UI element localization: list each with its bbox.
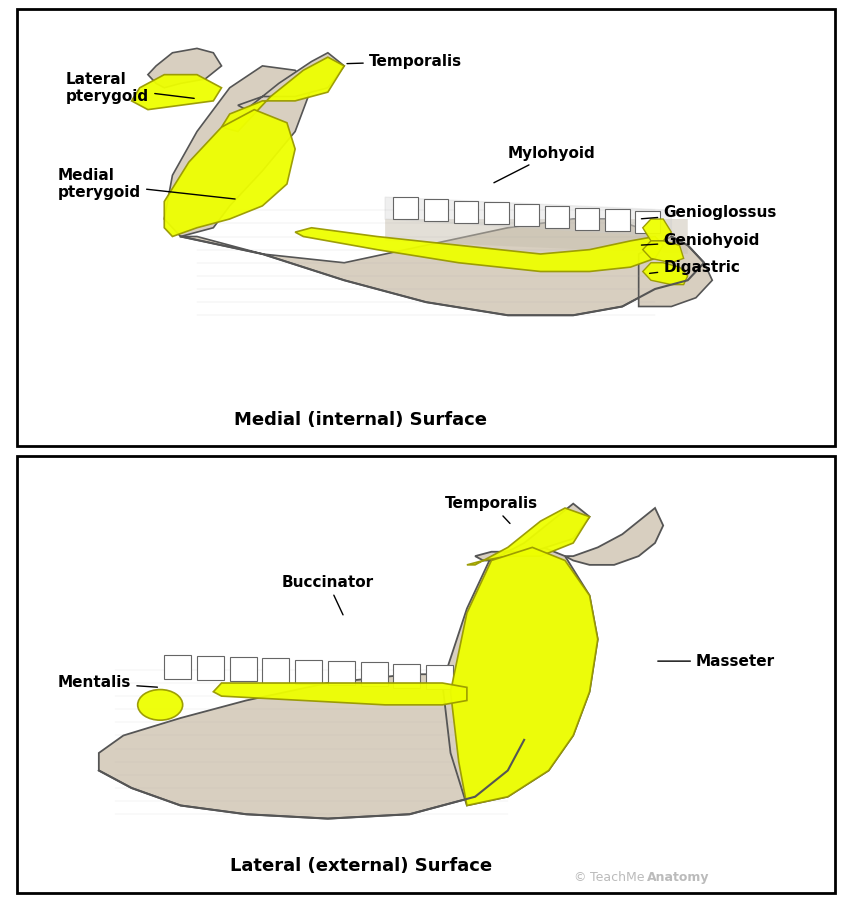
Bar <box>423 198 448 221</box>
Bar <box>295 659 322 684</box>
Bar <box>394 198 417 219</box>
Text: Buccinator: Buccinator <box>282 575 374 615</box>
Text: Anatomy: Anatomy <box>647 871 710 884</box>
Polygon shape <box>238 53 344 110</box>
Text: Digastric: Digastric <box>649 260 740 274</box>
Bar <box>515 204 538 226</box>
Polygon shape <box>642 262 688 285</box>
Polygon shape <box>222 57 344 132</box>
Polygon shape <box>99 675 524 819</box>
Bar <box>426 665 453 689</box>
Polygon shape <box>639 236 712 307</box>
Polygon shape <box>642 219 671 241</box>
Bar <box>197 656 224 680</box>
Text: Lateral
pterygoid: Lateral pterygoid <box>66 71 194 104</box>
Polygon shape <box>475 503 590 560</box>
Bar <box>636 211 660 233</box>
Bar <box>328 661 354 686</box>
Bar <box>230 658 256 681</box>
Text: Masseter: Masseter <box>658 654 775 668</box>
Bar <box>544 206 569 227</box>
Ellipse shape <box>138 689 182 720</box>
Text: Mylohyoid: Mylohyoid <box>494 146 596 183</box>
Bar <box>360 662 388 686</box>
Polygon shape <box>442 543 598 805</box>
Polygon shape <box>295 227 663 272</box>
Bar <box>454 200 478 223</box>
Polygon shape <box>642 241 683 262</box>
Text: Lateral (external) Surface: Lateral (external) Surface <box>229 858 492 876</box>
Polygon shape <box>148 49 222 87</box>
Polygon shape <box>131 75 222 110</box>
Polygon shape <box>385 198 671 236</box>
Text: Temporalis: Temporalis <box>347 54 462 69</box>
Bar <box>164 655 191 678</box>
Polygon shape <box>181 219 671 316</box>
Polygon shape <box>385 219 688 254</box>
Text: Mentalis: Mentalis <box>58 676 158 691</box>
Bar <box>575 207 600 229</box>
Polygon shape <box>451 548 598 805</box>
Bar <box>605 209 630 231</box>
Text: TeachMe: TeachMe <box>590 871 644 884</box>
Text: Genioglossus: Genioglossus <box>642 205 776 220</box>
Text: Medial
pterygoid: Medial pterygoid <box>58 168 235 200</box>
Text: Medial (internal) Surface: Medial (internal) Surface <box>234 411 487 429</box>
Text: Geniohyoid: Geniohyoid <box>642 234 760 248</box>
Text: Temporalis: Temporalis <box>445 496 538 523</box>
Polygon shape <box>164 110 295 236</box>
Bar <box>262 658 290 683</box>
Polygon shape <box>467 508 590 565</box>
Text: ©: © <box>573 871 585 884</box>
Polygon shape <box>565 508 663 565</box>
Polygon shape <box>213 683 467 704</box>
Bar <box>484 202 509 225</box>
Bar <box>394 664 420 688</box>
Polygon shape <box>164 66 312 236</box>
